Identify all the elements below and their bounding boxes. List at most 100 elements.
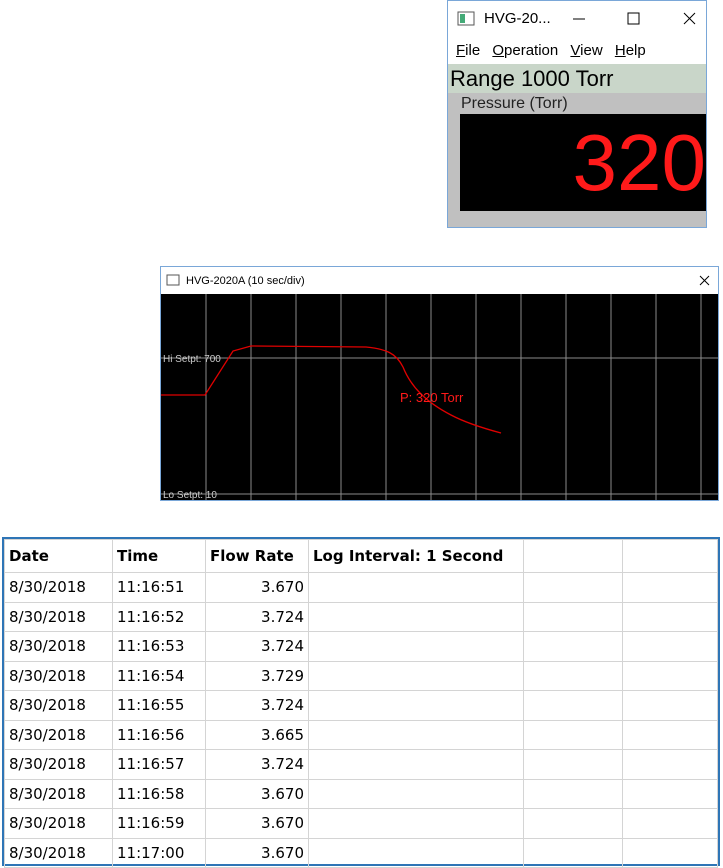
table-row: 8/30/2018 11:17:00 3.670 bbox=[4, 837, 718, 868]
table-row: 8/30/2018 11:16:58 3.670 bbox=[4, 778, 718, 809]
empty-cell bbox=[622, 719, 718, 750]
cell: 11:16:53 bbox=[112, 631, 206, 662]
empty-cell bbox=[622, 690, 718, 721]
lo-setpoint-label: Lo Setpt: 10 bbox=[163, 490, 217, 500]
menu-item[interactable]: Operation bbox=[492, 42, 559, 59]
empty-cell bbox=[308, 690, 524, 721]
cell: 3.724 bbox=[205, 631, 309, 662]
empty-cell bbox=[308, 778, 524, 809]
empty-cell bbox=[622, 631, 718, 662]
table-row: 8/30/2018 11:16:59 3.670 bbox=[4, 808, 718, 839]
cell: 8/30/2018 bbox=[4, 572, 113, 603]
empty-cell bbox=[622, 572, 718, 603]
cell: 11:16:59 bbox=[112, 808, 206, 839]
cell: 11:16:54 bbox=[112, 660, 206, 691]
empty-cell bbox=[523, 539, 623, 573]
gauge-window: HVG-20... File Operation View Help Range… bbox=[447, 0, 707, 228]
empty-cell bbox=[523, 660, 623, 691]
table-row: 8/30/2018 11:16:57 3.724 bbox=[4, 749, 718, 780]
cell: 3.729 bbox=[205, 660, 309, 691]
empty-cell bbox=[308, 719, 524, 750]
empty-cell bbox=[523, 778, 623, 809]
window-title: HVG-2020A (10 sec/div) bbox=[186, 275, 305, 287]
cell: 11:16:56 bbox=[112, 719, 206, 750]
log-table: Date Time Flow Rate Log Interval: 1 Second … bbox=[2, 537, 720, 868]
cell: 3.724 bbox=[205, 749, 309, 780]
table-row: 8/30/2018 11:16:56 3.665 bbox=[4, 719, 718, 750]
cell: 8/30/2018 bbox=[4, 719, 113, 750]
panel: Pressure (Torr) 320 bbox=[448, 93, 706, 227]
menu-item[interactable]: Help bbox=[614, 42, 646, 59]
table-row: 8/30/2018 11:16:55 3.724 bbox=[4, 690, 718, 721]
trend-plot: Hi Setpt: 700 Lo Setpt: 10 P: 320 Torr bbox=[161, 274, 718, 500]
empty-cell bbox=[622, 808, 718, 839]
cell: 8/30/2018 bbox=[4, 837, 113, 868]
cell: 8/30/2018 bbox=[4, 690, 113, 721]
empty-cell bbox=[523, 601, 623, 632]
cell: 3.670 bbox=[205, 572, 309, 603]
header-cell: Time bbox=[112, 539, 206, 573]
title-bar bbox=[161, 267, 718, 294]
window-title: HVG-20... bbox=[484, 10, 551, 27]
range-label: Range 1000 Torr bbox=[448, 64, 706, 93]
table-row: 8/30/2018 11:16:52 3.724 bbox=[4, 601, 718, 632]
cell: 3.670 bbox=[205, 837, 309, 868]
cell: 11:17:00 bbox=[112, 837, 206, 868]
menu-item[interactable]: File bbox=[456, 42, 481, 59]
cell: 3.724 bbox=[205, 690, 309, 721]
empty-cell bbox=[622, 660, 718, 691]
reading-text: 320 bbox=[572, 118, 706, 207]
cell: 11:16:58 bbox=[112, 778, 206, 809]
empty-cell bbox=[523, 690, 623, 721]
empty-cell bbox=[308, 837, 524, 868]
pressure-label: Pressure (Torr) bbox=[461, 95, 568, 112]
empty-cell bbox=[523, 631, 623, 662]
cell: 3.724 bbox=[205, 601, 309, 632]
empty-cell bbox=[622, 778, 718, 809]
table-row: 8/30/2018 11:16:54 3.729 bbox=[4, 660, 718, 691]
cell: 8/30/2018 bbox=[4, 631, 113, 662]
cell: 8/30/2018 bbox=[4, 601, 113, 632]
empty-cell bbox=[308, 808, 524, 839]
pressure-reading: 320 bbox=[460, 114, 706, 211]
empty-cell bbox=[622, 601, 718, 632]
cell: 11:16:55 bbox=[112, 690, 206, 721]
cell: 3.670 bbox=[205, 808, 309, 839]
empty-cell bbox=[308, 572, 524, 603]
empty-cell bbox=[523, 572, 623, 603]
cell: 11:16:52 bbox=[112, 601, 206, 632]
cell: 8/30/2018 bbox=[4, 660, 113, 691]
empty-cell bbox=[523, 837, 623, 868]
empty-cell bbox=[523, 749, 623, 780]
cell: 3.665 bbox=[205, 719, 309, 750]
table-row: 8/30/2018 11:16:51 3.670 bbox=[4, 572, 718, 603]
header-cell: Flow Rate bbox=[205, 539, 309, 573]
hi-setpoint-label: Hi Setpt: 700 bbox=[163, 354, 221, 365]
cell: 11:16:51 bbox=[112, 572, 206, 603]
title-bar bbox=[457, 11, 696, 26]
cell: 8/30/2018 bbox=[4, 749, 113, 780]
empty-cell bbox=[622, 749, 718, 780]
cell: 8/30/2018 bbox=[4, 808, 113, 839]
empty-cell bbox=[308, 749, 524, 780]
header-cell: Log Interval: 1 Second bbox=[308, 539, 524, 573]
cell: 8/30/2018 bbox=[4, 778, 113, 809]
trend-window: Hi Setpt: 700 Lo Setpt: 10 P: 320 Torr H… bbox=[160, 266, 719, 501]
cell: 11:16:57 bbox=[112, 749, 206, 780]
empty-cell bbox=[523, 808, 623, 839]
empty-cell bbox=[523, 719, 623, 750]
menu-item[interactable]: View bbox=[570, 42, 603, 59]
table: Date Time Flow Rate Log Interval: 1 Second … bbox=[4, 539, 718, 868]
header-row: Date Time Flow Rate Log Interval: 1 Second bbox=[4, 539, 718, 573]
table-row: 8/30/2018 11:16:53 3.724 bbox=[4, 631, 718, 662]
empty-cell bbox=[308, 660, 524, 691]
empty-cell bbox=[308, 631, 524, 662]
empty-cell bbox=[622, 539, 718, 573]
header-cell: Date bbox=[4, 539, 113, 573]
empty-cell bbox=[622, 837, 718, 868]
pressure-annotation: P: 320 Torr bbox=[400, 390, 464, 405]
menu-bar: File Operation View Help bbox=[456, 42, 654, 59]
cell: 3.670 bbox=[205, 778, 309, 809]
empty-cell bbox=[308, 601, 524, 632]
